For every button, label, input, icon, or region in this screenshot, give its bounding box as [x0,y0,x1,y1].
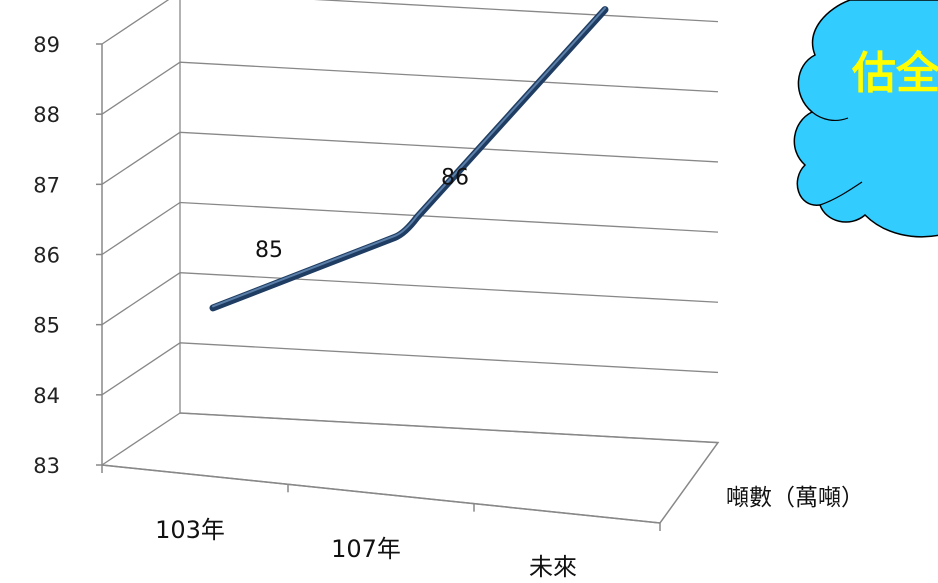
y-tick-label: 85 [33,314,60,338]
x-category-label: 107年 [331,535,401,563]
gridline [101,131,719,185]
gridline [101,61,719,115]
y-tick-label: 87 [33,173,60,197]
cloud-callout: 估全 [793,0,938,238]
gridline [101,0,719,45]
cloud-callout-inner-stroke [811,111,863,206]
cloud-callout-shape [793,0,938,238]
gridline [101,412,719,466]
gridlines [101,0,719,466]
x-category-label: 未來 [529,553,577,581]
series-line [209,6,609,312]
x-category-label: 103年 [155,516,225,544]
series-line-highlight [212,7,606,308]
gridline [101,342,719,396]
callout-text: 估全 [851,48,938,99]
y-tick-label: 88 [33,103,60,127]
y-tick-label: 83 [33,454,60,478]
legend: 噸數（萬噸） [726,485,864,511]
data-label: 85 [255,238,283,263]
series-lines [209,6,609,312]
y-tick-label: 86 [33,244,60,268]
x-axis [101,464,661,524]
series-label: 噸數（萬噸） [726,485,864,511]
axes [96,0,720,524]
y-tick-labels: 83 84 85 86 87 88 89 [33,33,60,478]
floor-edge [101,412,720,524]
data-labels: 858689 [255,165,469,263]
data-label: 86 [441,165,469,190]
gridline [101,272,719,326]
y-tick-label: 84 [33,384,60,408]
y-tick-label: 89 [33,33,60,57]
